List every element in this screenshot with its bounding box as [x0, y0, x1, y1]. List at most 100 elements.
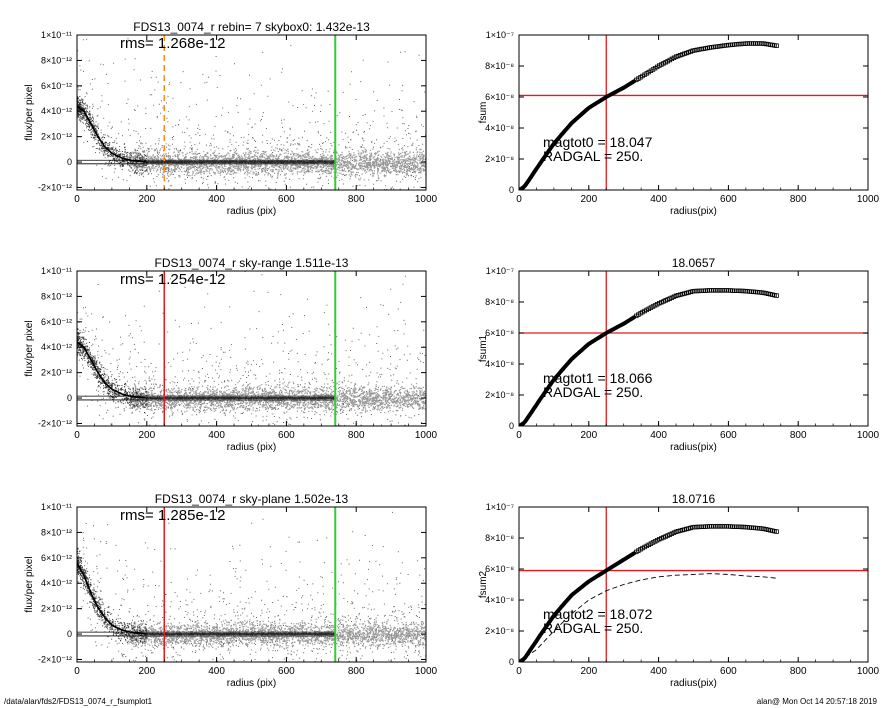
x-tick-label: 1000	[857, 430, 880, 441]
y-tick-label: 0	[509, 657, 514, 667]
x-tick-label: 600	[278, 430, 295, 441]
x-tick-label: 400	[208, 194, 225, 205]
y-tick-label: 2×10⁻¹²	[41, 132, 72, 142]
x-tick-label: 0	[74, 666, 80, 677]
x-tick-label: 200	[580, 666, 597, 677]
y-tick-label: 2×10⁻⁸	[485, 626, 514, 636]
y-tick-label: 1×10⁻¹¹	[41, 266, 72, 276]
y-tick-label: 1×10⁻¹¹	[41, 502, 72, 512]
x-tick-label: 800	[790, 194, 807, 205]
y-tick-label: -2×10⁻¹²	[38, 654, 72, 664]
y-axis-label: fsum	[478, 102, 489, 124]
y-tick-label: 6×10⁻¹²	[41, 553, 72, 563]
x-tick-label: 400	[650, 666, 667, 677]
x-tick-label: 400	[650, 430, 667, 441]
y-tick-label: 0	[67, 157, 72, 167]
y-tick-label: 8×10⁻⁸	[485, 61, 514, 71]
y-axis-label: fsum2	[478, 570, 489, 598]
fsum-annotation-1: magtot0 = 18.047	[543, 134, 653, 150]
x-tick-label: 600	[278, 194, 295, 205]
x-tick-label: 200	[580, 194, 597, 205]
x-tick-label: 1000	[415, 194, 438, 205]
plot-area	[519, 271, 868, 426]
y-tick-label: 4×10⁻¹²	[41, 342, 72, 352]
fsum-curve	[519, 551, 637, 662]
y-tick-label: -2×10⁻¹²	[38, 418, 72, 428]
y-tick-label: 1×10⁻¹¹	[41, 30, 72, 40]
x-tick-label: 800	[348, 666, 365, 677]
y-axis-label: flux/per pixel	[24, 320, 35, 376]
y-tick-label: 1×10⁻⁷	[486, 502, 514, 512]
x-tick-label: 1000	[415, 666, 438, 677]
galaxy-core-points	[77, 548, 148, 645]
x-axis-label: radius(pix)	[670, 206, 717, 217]
x-tick-label: 400	[208, 430, 225, 441]
plot-area	[519, 507, 868, 662]
y-tick-label: 6×10⁻¹²	[41, 317, 72, 327]
x-tick-label: 400	[650, 194, 667, 205]
x-tick-label: 600	[720, 194, 737, 205]
x-axis-label: radius(pix)	[670, 442, 717, 453]
x-tick-label: 800	[348, 194, 365, 205]
y-axis-label: fsum1	[478, 334, 489, 362]
galaxy-core-points	[77, 96, 148, 175]
fsum-annotation-2: RADGAL = 250.	[543, 384, 643, 400]
chart-title: 18.0716	[672, 492, 716, 506]
y-tick-label: 2×10⁻¹²	[41, 604, 72, 614]
fsum-point	[774, 43, 779, 48]
x-axis-label: radius (pix)	[227, 678, 276, 689]
footer-stamp: alan@ Mon Oct 14 20:57:18 2019	[756, 697, 877, 706]
y-tick-label: 2×10⁻⁸	[485, 154, 514, 164]
fsum-annotation-2: RADGAL = 250.	[543, 148, 643, 164]
x-axis-label: radius (pix)	[227, 442, 276, 453]
y-tick-label: 6×10⁻⁸	[485, 564, 514, 574]
plot-area	[77, 271, 426, 426]
fsum-annotation-1: magtot2 = 18.072	[543, 606, 653, 622]
dashed-curve	[519, 573, 778, 662]
rms-annotation: rms= 1.254e-12	[120, 271, 225, 288]
footer-path: /data/alan/fds2/FDS13_0074_r_fsumplot1	[4, 697, 153, 706]
plot-area	[77, 507, 426, 662]
x-tick-label: 200	[138, 430, 155, 441]
y-tick-label: 4×10⁻¹²	[41, 578, 72, 588]
x-axis-label: radius(pix)	[670, 678, 717, 689]
y-tick-label: 0	[509, 185, 514, 195]
rms-annotation: rms= 1.268e-12	[120, 35, 225, 52]
x-tick-label: 0	[516, 666, 522, 677]
chart-title: FDS13_0074_r sky-plane 1.502e-13	[155, 492, 349, 506]
chart-title: FDS13_0074_r sky-range 1.511e-13	[155, 256, 349, 270]
x-tick-label: 1000	[415, 430, 438, 441]
x-tick-label: 600	[278, 666, 295, 677]
x-tick-label: 400	[208, 666, 225, 677]
y-tick-label: -2×10⁻¹²	[38, 182, 72, 192]
x-tick-label: 200	[138, 194, 155, 205]
x-tick-label: 600	[720, 666, 737, 677]
rms-annotation: rms= 1.285e-12	[120, 507, 225, 524]
x-axis-label: radius (pix)	[227, 206, 276, 217]
sky-noise-band	[129, 612, 426, 654]
x-tick-label: 600	[720, 430, 737, 441]
fsum-annotation-2: RADGAL = 250.	[543, 620, 643, 636]
y-tick-label: 2×10⁻¹²	[41, 368, 72, 378]
x-tick-label: 0	[516, 430, 522, 441]
y-tick-label: 4×10⁻¹²	[41, 106, 72, 116]
y-tick-label: 8×10⁻⁸	[485, 297, 514, 307]
plot-area	[519, 35, 868, 190]
y-tick-label: 4×10⁻⁸	[485, 123, 514, 133]
y-tick-label: 0	[67, 629, 72, 639]
y-tick-label: 1×10⁻⁷	[486, 30, 514, 40]
x-tick-label: 1000	[857, 666, 880, 677]
x-tick-label: 0	[74, 194, 80, 205]
y-tick-label: 1×10⁻⁷	[486, 266, 514, 276]
y-tick-label: 4×10⁻⁸	[485, 595, 514, 605]
y-tick-label: 8×10⁻⁸	[485, 533, 514, 543]
mean-profile-line	[77, 105, 336, 163]
y-tick-label: 8×10⁻¹²	[41, 291, 72, 301]
axes-frame	[518, 506, 869, 663]
